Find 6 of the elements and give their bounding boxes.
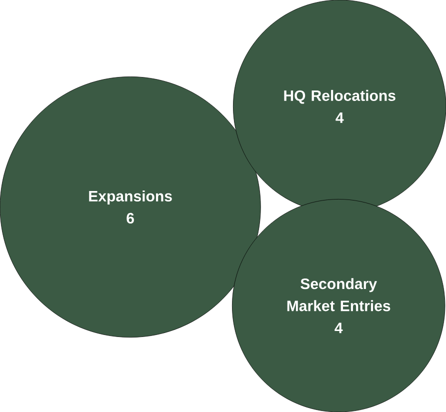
data-label: 4 [336,112,344,123]
data-label: 6 [126,212,134,224]
category-label: Secondary Market Entries [287,278,390,312]
data-label: 4 [334,322,343,334]
category-label: Expansions [89,190,172,204]
category-label: HQ Relocations [284,90,396,104]
